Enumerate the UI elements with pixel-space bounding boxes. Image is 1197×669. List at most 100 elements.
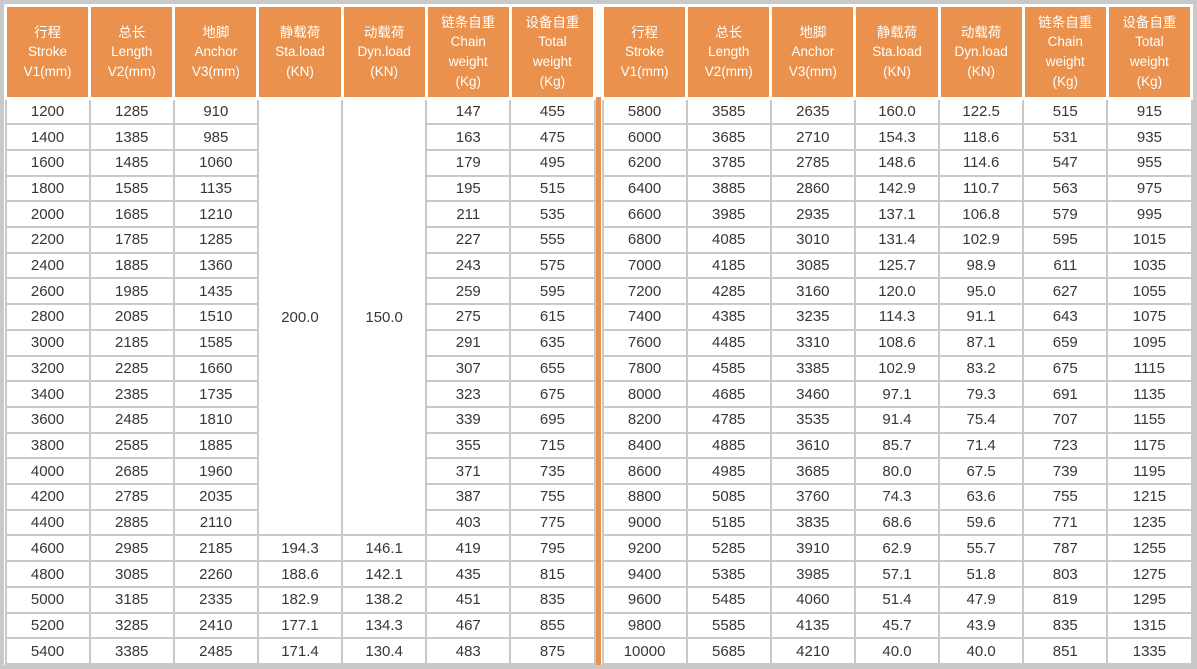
merged-cell: 150.0 <box>341 97 428 537</box>
table-row: 8600 4985 3685 80.0 67.5 739 1195 <box>601 457 1193 486</box>
table-cell: 4600 <box>4 534 91 563</box>
table-cell: 3600 <box>4 405 91 434</box>
table-cell: 755 <box>1022 483 1109 511</box>
table-cell: 3835 <box>769 508 856 537</box>
table-row: 4600 2985 2185 194.3 146.1 419 795 <box>4 534 596 563</box>
table-cell: 985 <box>172 123 259 151</box>
table-cell: 1285 <box>172 226 259 254</box>
table-cell: 154.3 <box>853 123 941 151</box>
table-cell: 3985 <box>769 560 856 588</box>
table-cell: 403 <box>425 508 512 537</box>
table-cell: 125.7 <box>853 251 941 280</box>
table-cell: 1315 <box>1106 611 1193 640</box>
table-row: 3800 2585 1885 355 715 <box>4 431 596 460</box>
table-cell: 4135 <box>769 611 856 640</box>
header-row: 行程 Stroke V1(mm) 总长 Length V2(mm) 地脚 Ancho… <box>600 4 1194 100</box>
table-cell: 8600 <box>601 457 688 486</box>
table-cell: 227 <box>425 226 512 254</box>
table-cell: 106.8 <box>938 200 1025 229</box>
table-cell: 3785 <box>685 148 772 177</box>
table-cell: 3200 <box>4 354 91 383</box>
table-row: 6000 3685 2710 154.3 118.6 531 935 <box>601 123 1193 151</box>
table-cell: 114.6 <box>938 148 1025 177</box>
table-row: 3200 2285 1660 307 655 <box>4 354 596 383</box>
table-cell: 627 <box>1022 277 1109 306</box>
table-cell: 3985 <box>685 200 772 229</box>
table-cell: 4885 <box>685 431 772 460</box>
table-cell: 495 <box>509 148 596 177</box>
table-cell: 51.4 <box>853 585 941 614</box>
table-cell: 1095 <box>1106 328 1193 357</box>
table-cell: 2200 <box>4 226 91 254</box>
table-row: 4200 2785 2035 387 755 <box>4 483 596 511</box>
table-cell: 142.9 <box>853 174 941 203</box>
table-cell: 4200 <box>4 483 91 511</box>
table-cell: 815 <box>509 560 596 588</box>
table-cell: 1485 <box>88 148 175 177</box>
table-cell: 1275 <box>1106 560 1193 588</box>
table-cell: 975 <box>1106 174 1193 203</box>
table-cell: 243 <box>425 251 512 280</box>
table-cell: 5000 <box>4 585 91 614</box>
table-cell: 57.1 <box>853 560 941 588</box>
table-cell: 43.9 <box>938 611 1025 640</box>
table-cell: 4800 <box>4 560 91 588</box>
table-cell: 2785 <box>769 148 856 177</box>
table-cell: 835 <box>1022 611 1109 640</box>
table-cell: 1075 <box>1106 303 1193 331</box>
table-cell: 1235 <box>1106 508 1193 537</box>
table-cell: 91.1 <box>938 303 1025 331</box>
table-cell: 595 <box>1022 226 1109 254</box>
table-cell: 4985 <box>685 457 772 486</box>
table-cell: 5200 <box>4 611 91 640</box>
table-row: 9200 5285 3910 62.9 55.7 787 1255 <box>601 534 1193 563</box>
table-cell: 75.4 <box>938 405 1025 434</box>
header-row: 行程 Stroke V1(mm) 总长 Length V2(mm) 地脚 Ancho… <box>3 4 597 100</box>
table-cell: 163 <box>425 123 512 151</box>
table-cell: 40.0 <box>853 637 941 665</box>
table-row: 3600 2485 1810 339 695 <box>4 405 596 434</box>
column-header-dynamic-load: 动载荷 Dyn.load (KN) <box>340 4 428 100</box>
table-cell: 455 <box>509 97 596 126</box>
table-row: 3000 2185 1585 291 635 <box>4 328 596 357</box>
table-cell: 547 <box>1022 148 1109 177</box>
table-cell: 5400 <box>4 637 91 665</box>
table-cell: 74.3 <box>853 483 941 511</box>
table-row: 9000 5185 3835 68.6 59.6 771 1235 <box>601 508 1193 537</box>
table-cell: 3760 <box>769 483 856 511</box>
table-cell: 1385 <box>88 123 175 151</box>
table-cell: 118.6 <box>938 123 1025 151</box>
table-cell: 851 <box>1022 637 1109 665</box>
table-cell: 2485 <box>172 637 259 665</box>
table-cell: 148.6 <box>853 148 941 177</box>
table-cell: 2800 <box>4 303 91 331</box>
table-row: 7000 4185 3085 125.7 98.9 611 1035 <box>601 251 1193 280</box>
table-cell: 3185 <box>88 585 175 614</box>
table-cell: 4685 <box>685 380 772 408</box>
tables-row: 行程 Stroke V1(mm) 总长 Length V2(mm) 地脚 Ancho… <box>3 4 1194 665</box>
table-cell: 595 <box>509 277 596 306</box>
table-cell: 1400 <box>4 123 91 151</box>
table-cell: 4285 <box>685 277 772 306</box>
table-cell: 451 <box>425 585 512 614</box>
table-row: 1400 1385 985 163 475 <box>4 123 596 151</box>
table-cell: 691 <box>1022 380 1109 408</box>
table-cell: 3535 <box>769 405 856 434</box>
table-cell: 5385 <box>685 560 772 588</box>
table-cell: 643 <box>1022 303 1109 331</box>
table-cell: 87.1 <box>938 328 1025 357</box>
spec-table-left: 行程 Stroke V1(mm) 总长 Length V2(mm) 地脚 Ancho… <box>3 4 597 665</box>
table-cell: 739 <box>1022 457 1109 486</box>
table-cell: 188.6 <box>256 560 344 588</box>
table-cell: 114.3 <box>853 303 941 331</box>
table-cell: 5800 <box>601 97 688 126</box>
table-cell: 1885 <box>88 251 175 280</box>
table-cell: 3610 <box>769 431 856 460</box>
table-cell: 635 <box>509 328 596 357</box>
table-cell: 8800 <box>601 483 688 511</box>
table-cell: 138.2 <box>341 585 428 614</box>
table-row: 2400 1885 1360 243 575 <box>4 251 596 280</box>
table-cell: 108.6 <box>853 328 941 357</box>
table-cell: 91.4 <box>853 405 941 434</box>
table-cell: 59.6 <box>938 508 1025 537</box>
